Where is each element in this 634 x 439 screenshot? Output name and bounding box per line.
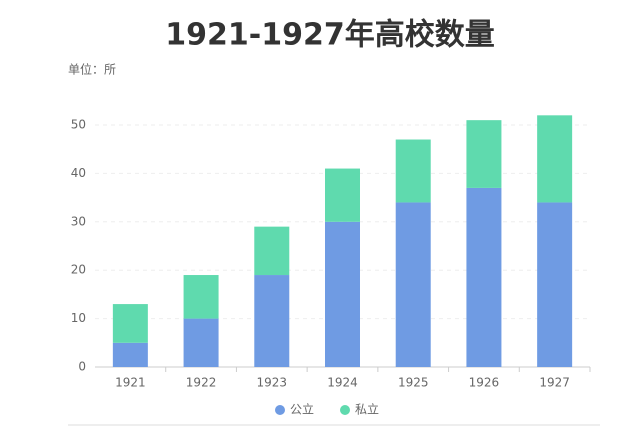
- bar-segment: [537, 202, 573, 367]
- x-tick-label: 1922: [186, 376, 217, 390]
- x-tick-label: 1923: [257, 376, 288, 390]
- bar-segment: [325, 221, 360, 367]
- y-tick-label: 20: [71, 263, 86, 277]
- legend-label: 公立: [290, 402, 314, 417]
- x-tick-label: 1926: [469, 376, 500, 390]
- y-tick-label: 0: [78, 360, 86, 374]
- legend-marker: [340, 405, 350, 415]
- bar-segment: [466, 187, 502, 367]
- bar-segment: [183, 318, 219, 367]
- chart-title: 1921-1927年高校数量: [165, 18, 494, 53]
- chart-subtitle: 单位：所: [68, 62, 116, 77]
- x-tick-label: 1927: [539, 376, 570, 390]
- bar-segment: [254, 226, 290, 276]
- bar-segment: [395, 139, 431, 203]
- y-tick-label: 50: [71, 118, 86, 132]
- legend-marker: [275, 405, 285, 415]
- bar-segment: [466, 120, 502, 188]
- bar-segment: [112, 304, 148, 343]
- bar-segment: [537, 115, 573, 203]
- bar-segment: [183, 275, 219, 319]
- bar-segment: [395, 202, 431, 367]
- bar-segment: [112, 342, 148, 367]
- x-tick-label: 1925: [398, 376, 429, 390]
- y-tick-label: 10: [71, 311, 86, 325]
- legend-label: 私立: [355, 402, 379, 417]
- y-tick-label: 30: [71, 214, 86, 228]
- x-tick-label: 1921: [115, 376, 146, 390]
- bar-segment: [254, 275, 290, 367]
- y-tick-label: 40: [71, 166, 86, 180]
- bar-segment: [325, 168, 360, 222]
- x-tick-label: 1924: [327, 376, 358, 390]
